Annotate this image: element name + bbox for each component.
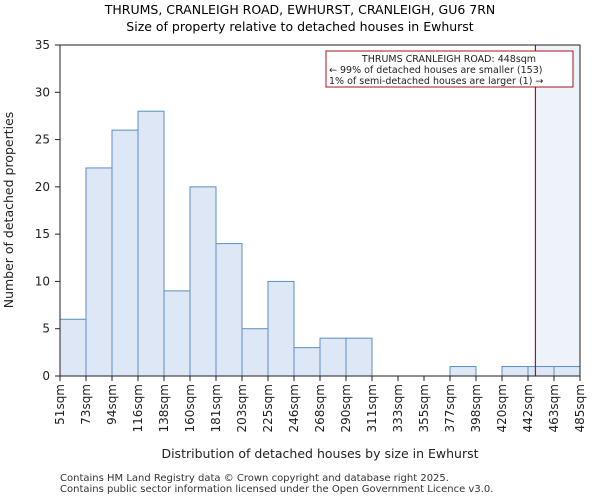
y-axis: 0 5 10 15 20 25 30 35 bbox=[35, 38, 60, 383]
x-tick-label: 160sqm bbox=[183, 384, 197, 432]
x-tick-label: 51sqm bbox=[53, 384, 67, 425]
bar bbox=[163, 290, 191, 377]
x-tick-label: 485sqm bbox=[573, 384, 587, 432]
x-tick-label: 138sqm bbox=[157, 384, 171, 432]
y-tick-label: 35 bbox=[35, 38, 50, 52]
annotation-box: THRUMS CRANLEIGH ROAD: 448sqm ← 99% of d… bbox=[325, 50, 574, 88]
bar bbox=[553, 366, 581, 377]
x-tick-label: 246sqm bbox=[287, 384, 301, 432]
bar bbox=[59, 318, 87, 377]
highlight-region bbox=[535, 45, 580, 376]
x-tick-label: 73sqm bbox=[79, 384, 93, 425]
bar bbox=[345, 337, 373, 377]
bar bbox=[241, 328, 269, 377]
y-tick-label: 0 bbox=[42, 369, 50, 383]
bar bbox=[215, 243, 243, 377]
x-tick-label: 311sqm bbox=[365, 384, 379, 432]
x-tick-label: 225sqm bbox=[261, 384, 275, 432]
y-tick-label: 20 bbox=[35, 180, 50, 194]
bar bbox=[319, 337, 347, 377]
x-axis: 51sqm 73sqm 94sqm 116sqm 138sqm 160sqm 181sqm 2… bbox=[53, 376, 587, 432]
chart-title: THRUMS, CRANLEIGH ROAD, EWHURST, CRANLEI… bbox=[104, 2, 496, 17]
bar bbox=[137, 110, 165, 377]
x-tick-label: 116sqm bbox=[131, 384, 145, 432]
x-tick-label: 420sqm bbox=[495, 384, 509, 432]
annotation-line-1: THRUMS CRANLEIGH ROAD: 448sqm bbox=[361, 54, 536, 65]
footer-copyright: Contains HM Land Registry data © Crown c… bbox=[60, 473, 449, 484]
x-tick-label: 333sqm bbox=[391, 384, 405, 432]
bar bbox=[449, 366, 477, 377]
annotation-frame bbox=[325, 50, 574, 88]
bar bbox=[85, 167, 113, 377]
bar bbox=[527, 366, 555, 377]
x-tick-label: 377sqm bbox=[443, 384, 457, 432]
x-tick-label: 290sqm bbox=[339, 384, 353, 432]
histogram-chart: THRUMS, CRANLEIGH ROAD, EWHURST, CRANLEI… bbox=[1, 2, 587, 461]
x-tick-label: 463sqm bbox=[547, 384, 561, 432]
x-tick-label: 268sqm bbox=[313, 384, 327, 432]
x-tick-label: 181sqm bbox=[209, 384, 223, 432]
y-tick-label: 5 bbox=[42, 322, 50, 336]
annotation-line-2: ← 99% of detached houses are smaller (15… bbox=[329, 65, 542, 76]
x-tick-label: 203sqm bbox=[235, 384, 249, 432]
footer-licence: Contains public sector information licen… bbox=[60, 484, 494, 495]
y-axis-label: Number of detached properties bbox=[1, 112, 16, 309]
bar bbox=[111, 129, 139, 377]
annotation-line-3: 1% of semi-detached houses are larger (1… bbox=[329, 76, 543, 87]
y-tick-label: 15 bbox=[35, 227, 50, 241]
bar bbox=[293, 347, 321, 377]
bar bbox=[501, 366, 529, 377]
bars bbox=[59, 110, 581, 377]
x-tick-label: 355sqm bbox=[417, 384, 431, 432]
y-tick-label: 10 bbox=[35, 274, 50, 288]
x-tick-label: 398sqm bbox=[469, 384, 483, 432]
bar bbox=[267, 280, 295, 377]
y-tick-label: 30 bbox=[35, 85, 50, 99]
bar bbox=[189, 186, 217, 377]
x-tick-label: 442sqm bbox=[521, 384, 535, 432]
y-tick-label: 25 bbox=[35, 133, 50, 147]
x-axis-label: Distribution of detached houses by size … bbox=[161, 446, 478, 461]
larger-region bbox=[535, 45, 580, 376]
x-tick-label: 94sqm bbox=[105, 384, 119, 425]
chart-subtitle: Size of property relative to detached ho… bbox=[126, 19, 474, 34]
